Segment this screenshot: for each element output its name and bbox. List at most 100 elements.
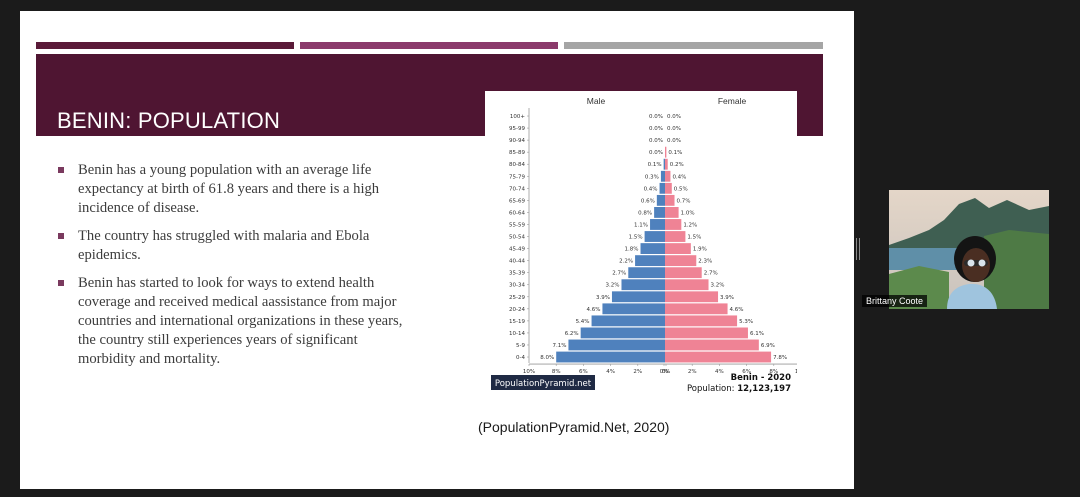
age-group-label: 75-79	[509, 174, 525, 180]
age-group-label: 0-4	[516, 355, 525, 361]
video-feed-image	[889, 190, 1049, 309]
grip-line	[859, 238, 860, 260]
female-bar	[665, 182, 672, 194]
male-bar	[621, 279, 665, 291]
female-value-label: 4.6%	[730, 307, 744, 313]
male-value-label: 1.8%	[625, 247, 639, 253]
female-value-label: 0.5%	[674, 186, 688, 192]
x-tick-label: 2%	[688, 369, 697, 375]
bullet-item: The country has struggled with malaria a…	[58, 227, 403, 265]
female-bar	[665, 146, 667, 158]
male-value-label: 8.0%	[540, 355, 554, 361]
x-tick-label: 6%	[579, 369, 588, 375]
female-value-label: 2.3%	[698, 259, 712, 265]
female-bar	[665, 194, 675, 206]
bullet-item: Benin has started to look for ways to ex…	[58, 274, 403, 369]
age-group-label: 40-44	[509, 259, 525, 265]
population-label: Population:	[687, 384, 737, 394]
slide-title: BENIN: POPULATION	[57, 108, 281, 133]
female-value-label: 0.7%	[677, 198, 691, 204]
female-value-label: 6.9%	[761, 343, 775, 349]
male-bar	[660, 170, 665, 182]
x-tick-label: 2%	[633, 369, 642, 375]
age-group-label: 55-59	[509, 222, 525, 228]
panel-resize-handle[interactable]	[856, 238, 860, 260]
accent-stripe-2	[300, 42, 558, 49]
age-group-label: 70-74	[509, 186, 525, 192]
female-value-label: 0.4%	[672, 174, 686, 180]
male-value-label: 0.0%	[649, 138, 663, 144]
male-value-label: 4.6%	[586, 307, 600, 313]
male-value-label: 6.2%	[565, 331, 579, 337]
site-logo-badge	[491, 375, 595, 390]
female-bar	[665, 351, 772, 363]
male-value-label: 2.2%	[619, 259, 633, 265]
x-tick-label: 0%	[660, 369, 669, 375]
x-tick-label: 10%	[523, 369, 535, 375]
female-bar	[665, 170, 671, 182]
x-tick-label: 4%	[606, 369, 615, 375]
female-value-label: 3.2%	[711, 283, 725, 289]
age-group-label: 10-14	[509, 331, 525, 337]
age-group-label: 95-99	[509, 126, 525, 132]
female-value-label: 3.9%	[720, 295, 734, 301]
male-bar	[628, 267, 665, 279]
bullet-list: Benin has a young population with an ave…	[58, 161, 403, 378]
male-value-label: 0.3%	[645, 174, 659, 180]
male-bar	[591, 315, 665, 327]
age-group-label: 90-94	[509, 138, 525, 144]
female-value-label: 0.0%	[667, 138, 681, 144]
female-bar	[665, 158, 668, 170]
female-bar	[665, 255, 697, 267]
female-value-label: 0.0%	[667, 126, 681, 132]
age-group-label: 35-39	[509, 271, 525, 277]
x-tick-label: 6%	[742, 369, 751, 375]
male-value-label: 5.4%	[576, 319, 590, 325]
age-group-label: 80-84	[509, 162, 525, 168]
male-bar	[568, 339, 665, 351]
male-value-label: 0.0%	[649, 114, 663, 120]
female-bar	[665, 243, 691, 254]
male-value-label: 2.7%	[612, 271, 626, 277]
male-bar	[650, 219, 665, 230]
female-value-label: 1.9%	[693, 247, 707, 253]
female-bar	[665, 207, 679, 218]
x-tick-label: 8%	[769, 369, 778, 375]
age-group-label: 100+	[510, 114, 525, 120]
male-value-label: 0.6%	[641, 198, 655, 204]
female-bar	[665, 339, 759, 351]
bullet-item: Benin has a young population with an ave…	[58, 161, 403, 218]
female-value-label: 6.1%	[750, 331, 764, 337]
bullet-marker-icon	[58, 280, 64, 286]
female-value-label: 1.2%	[683, 222, 697, 228]
pyramid-svg: Male Female 100+ 0.0% 0.0% 95-99 0.0% 0.0% 90-94…	[491, 96, 797, 394]
female-value-label: 0.1%	[668, 150, 682, 156]
chart-subtitle: Population: 12,123,197	[687, 384, 791, 394]
participant-video-tile[interactable]	[889, 190, 1049, 309]
male-bar	[640, 243, 665, 254]
age-group-label: 25-29	[509, 295, 525, 301]
male-value-label: 0.1%	[648, 162, 662, 168]
female-bar	[665, 291, 719, 303]
female-value-label: 5.3%	[739, 319, 753, 325]
x-tick-label: 8%	[552, 369, 561, 375]
bullet-marker-icon	[58, 167, 64, 173]
legend-male-label: Male	[587, 96, 606, 106]
x-tick-label: 4%	[715, 369, 724, 375]
population-value: 12,123,197	[737, 384, 791, 394]
bullet-text: Benin has started to look for ways to ex…	[78, 275, 403, 367]
male-value-label: 0.0%	[649, 126, 663, 132]
female-value-label: 7.8%	[773, 355, 787, 361]
female-bar	[665, 303, 728, 315]
male-value-label: 0.0%	[649, 150, 663, 156]
grip-line	[856, 238, 857, 260]
male-value-label: 3.9%	[596, 295, 610, 301]
age-group-label: 30-34	[509, 283, 525, 289]
male-bar	[556, 351, 665, 363]
age-group-label: 20-24	[509, 307, 525, 313]
age-group-label: 85-89	[509, 150, 525, 156]
presentation-slide: BENIN: POPULATION Benin has a young popu…	[20, 11, 854, 489]
female-value-label: 1.0%	[681, 210, 695, 216]
male-value-label: 1.1%	[634, 222, 648, 228]
female-value-label: 1.5%	[687, 235, 701, 241]
